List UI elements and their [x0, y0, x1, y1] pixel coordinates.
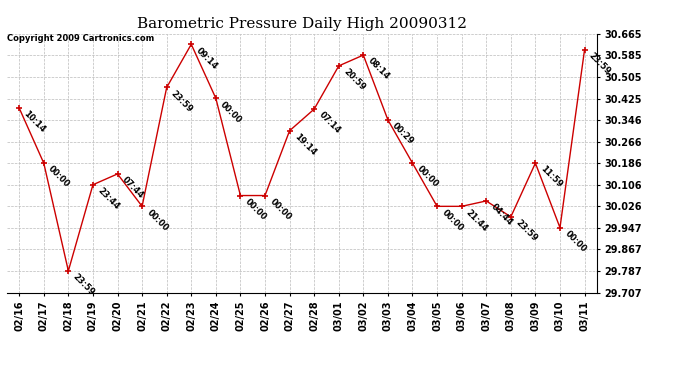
Text: 23:59: 23:59: [170, 89, 195, 114]
Text: 00:00: 00:00: [440, 208, 465, 233]
Text: 07:14: 07:14: [317, 111, 342, 136]
Text: 07:44: 07:44: [120, 176, 146, 201]
Text: 00:00: 00:00: [243, 197, 268, 222]
Text: 23:59: 23:59: [587, 51, 613, 76]
Text: 00:00: 00:00: [268, 197, 293, 222]
Text: Copyright 2009 Cartronics.com: Copyright 2009 Cartronics.com: [7, 34, 154, 43]
Text: 23:59: 23:59: [513, 218, 539, 243]
Text: 00:00: 00:00: [46, 165, 72, 189]
Text: 11:59: 11:59: [538, 165, 564, 190]
Title: Barometric Pressure Daily High 20090312: Barometric Pressure Daily High 20090312: [137, 17, 467, 31]
Text: 23:44: 23:44: [96, 186, 121, 211]
Text: 00:00: 00:00: [219, 100, 244, 125]
Text: 21:44: 21:44: [464, 208, 490, 233]
Text: 19:14: 19:14: [293, 132, 317, 158]
Text: 00:00: 00:00: [415, 165, 440, 189]
Text: 08:14: 08:14: [366, 57, 391, 82]
Text: 00:00: 00:00: [145, 208, 170, 233]
Text: 00:29: 00:29: [391, 121, 416, 146]
Text: 09:14: 09:14: [194, 46, 219, 71]
Text: 00:00: 00:00: [563, 229, 588, 254]
Text: 10:14: 10:14: [22, 110, 47, 135]
Text: 23:59: 23:59: [71, 272, 97, 297]
Text: 20:59: 20:59: [342, 67, 366, 93]
Text: 04:44: 04:44: [489, 202, 514, 228]
